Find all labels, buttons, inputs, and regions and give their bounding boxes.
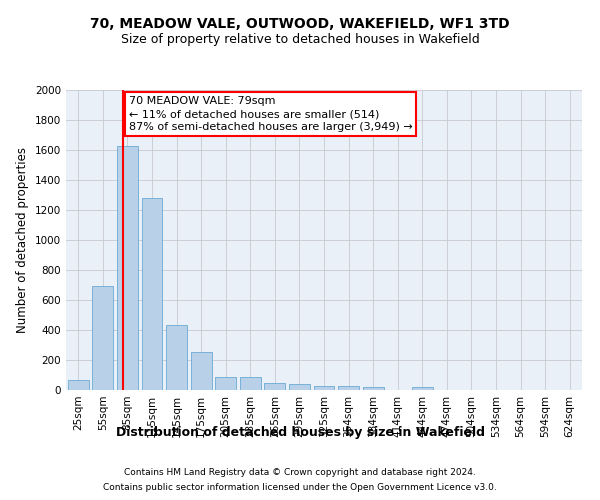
Bar xyxy=(412,387,433,390)
Bar xyxy=(166,325,187,390)
Bar xyxy=(362,388,383,390)
Text: Contains HM Land Registry data © Crown copyright and database right 2024.: Contains HM Land Registry data © Crown c… xyxy=(124,468,476,477)
Bar xyxy=(240,377,261,390)
Text: Distribution of detached houses by size in Wakefield: Distribution of detached houses by size … xyxy=(115,426,485,439)
Bar xyxy=(215,377,236,390)
Bar xyxy=(338,386,359,390)
Bar xyxy=(92,286,113,390)
Bar xyxy=(314,386,334,390)
Y-axis label: Number of detached properties: Number of detached properties xyxy=(16,147,29,333)
Text: 70 MEADOW VALE: 79sqm
← 11% of detached houses are smaller (514)
87% of semi-det: 70 MEADOW VALE: 79sqm ← 11% of detached … xyxy=(128,96,412,132)
Bar xyxy=(117,146,138,390)
Text: 70, MEADOW VALE, OUTWOOD, WAKEFIELD, WF1 3TD: 70, MEADOW VALE, OUTWOOD, WAKEFIELD, WF1… xyxy=(90,18,510,32)
Text: Size of property relative to detached houses in Wakefield: Size of property relative to detached ho… xyxy=(121,32,479,46)
Bar xyxy=(191,352,212,390)
Bar xyxy=(142,198,163,390)
Bar xyxy=(265,382,286,390)
Bar xyxy=(68,380,89,390)
Text: Contains public sector information licensed under the Open Government Licence v3: Contains public sector information licen… xyxy=(103,483,497,492)
Bar xyxy=(289,384,310,390)
